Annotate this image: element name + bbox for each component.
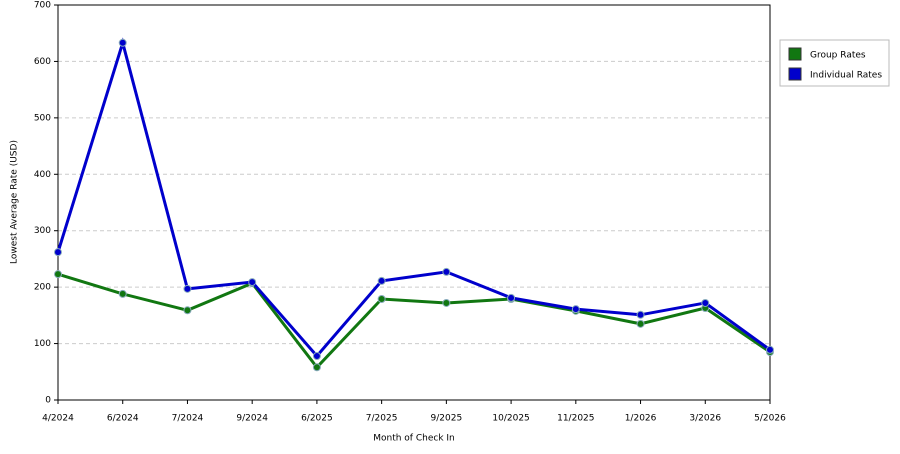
point [766,345,774,354]
point [442,298,451,307]
point [118,289,127,298]
point [442,267,451,276]
x-tick-label: 11/2025 [557,414,594,424]
point [377,294,386,303]
x-tick-label: 6/2025 [301,414,333,424]
x-tick-label: 6/2024 [107,414,139,424]
y-tick-label: 300 [34,226,51,236]
y-tick-label: 700 [34,1,51,11]
y-tick-label: 100 [34,339,51,349]
point [377,276,386,285]
x-tick-label: 7/2025 [366,414,398,424]
point [636,319,645,328]
point [571,305,580,314]
point [54,270,62,279]
y-tick-label: 200 [34,283,51,293]
x-tick-label: 7/2024 [172,414,204,424]
y-tick-label: 600 [34,57,51,67]
point [312,351,321,360]
point [636,310,645,319]
series-line [57,272,771,370]
x-tick-label: 5/2026 [754,414,786,424]
legend-label: Group Rates [810,51,866,61]
legend-swatch [788,67,802,81]
x-tick-label: 3/2026 [689,414,721,424]
point [183,306,192,315]
legend-swatch [788,47,802,61]
y-tick-label: 0 [45,396,51,406]
x-tick-label: 9/2024 [236,414,268,424]
point [507,293,516,302]
point [54,248,62,257]
x-tick-label: 9/2025 [431,414,463,424]
y-axis-label: Lowest Average Rate (USD) [10,140,20,264]
x-tick-label: 1/2026 [625,414,657,424]
series-line [56,37,771,359]
point [118,38,127,47]
point [183,284,192,293]
point [312,363,321,372]
y-tick-label: 400 [34,170,51,180]
legend-label: Individual Rates [810,71,882,81]
x-tick-label: 4/2024 [42,414,74,424]
x-axis-label: Month of Check In [373,434,455,444]
x-tick-label: 10/2025 [492,414,529,424]
plot-frame [57,4,771,401]
point [248,278,257,287]
point [701,298,710,307]
y-tick-label: 500 [34,113,51,123]
